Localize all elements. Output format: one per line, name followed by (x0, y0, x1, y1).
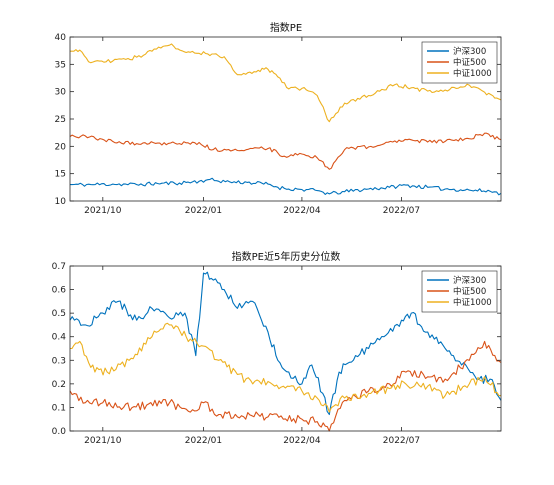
x-tick-label: 2022/04 (283, 206, 321, 216)
legend-label-hs300: 沪深300 (453, 275, 486, 286)
y-tick-label: 0.6 (52, 286, 67, 296)
y-tick-label: 0.7 (52, 262, 66, 272)
y-tick-label: 15 (55, 170, 66, 180)
pe-percentile-chart-ticks: 0.0 0.1 0.2 0.3 0.4 0.5 0.6 0.7 2021/10 2022/01 20… (52, 262, 501, 446)
y-tick-label: 0.3 (52, 356, 66, 366)
y-tick-label: 0.4 (52, 333, 67, 343)
pe-chart: 指数PE 10 15 20 25 30 35 40 2021/10 2022/01 2022/04… (55, 21, 502, 216)
x-tick-label: 2022/04 (283, 436, 321, 446)
y-tick-label: 0.2 (52, 380, 66, 390)
pe-percentile-chart-axes-frame (69, 265, 502, 432)
y-tick-label: 0.0 (52, 427, 67, 437)
pe-chart-ticks: 10 15 20 25 30 35 40 2021/10 2022/01 2022/04 2022/… (55, 33, 501, 216)
series-line (70, 177, 502, 196)
x-tick-label: 2022/07 (383, 436, 420, 446)
y-tick-label: 30 (55, 88, 67, 98)
y-tick-label: 0.5 (52, 309, 66, 319)
pe-chart-lines (69, 43, 502, 196)
series-line (69, 271, 502, 416)
x-tick-label: 2021/10 (84, 436, 122, 446)
y-tick-label: 35 (55, 60, 66, 70)
x-tick-label: 2021/10 (84, 206, 122, 216)
pe-percentile-chart-lines (69, 271, 502, 432)
chart-title: 指数PE (270, 21, 302, 34)
y-tick-label: 20 (55, 142, 67, 152)
y-tick-label: 25 (55, 115, 66, 125)
x-tick-label: 2022/01 (185, 206, 222, 216)
x-tick-label: 2022/01 (185, 436, 222, 446)
legend-label-zz500: 中证500 (453, 286, 486, 297)
legend-box (421, 41, 498, 84)
series-line (70, 322, 501, 413)
pe-percentile-chart: 指数PE近5年历史分位数 0.0 0.1 0.2 0.3 0.4 0.5 0.6 0.7 202… (52, 250, 502, 446)
series-line (69, 132, 502, 170)
y-tick-label: 10 (55, 197, 67, 207)
legend-label-zz1000: 中证1000 (453, 68, 492, 79)
pe-percentile-chart-legend: 沪深300 中证500 中证1000 (421, 270, 498, 313)
y-tick-label: 0.1 (52, 403, 66, 413)
legend-label-zz500: 中证500 (453, 57, 486, 68)
y-tick-label: 40 (55, 33, 67, 43)
x-tick-label: 2022/07 (383, 206, 420, 216)
legend-label-zz1000: 中证1000 (453, 297, 492, 308)
series-line (70, 43, 502, 123)
pe-chart-legend: 沪深300 中证500 中证1000 (421, 41, 498, 84)
series-line (69, 340, 502, 432)
legend-label-hs300: 沪深300 (453, 46, 486, 57)
chart-title: 指数PE近5年历史分位数 (232, 250, 341, 263)
